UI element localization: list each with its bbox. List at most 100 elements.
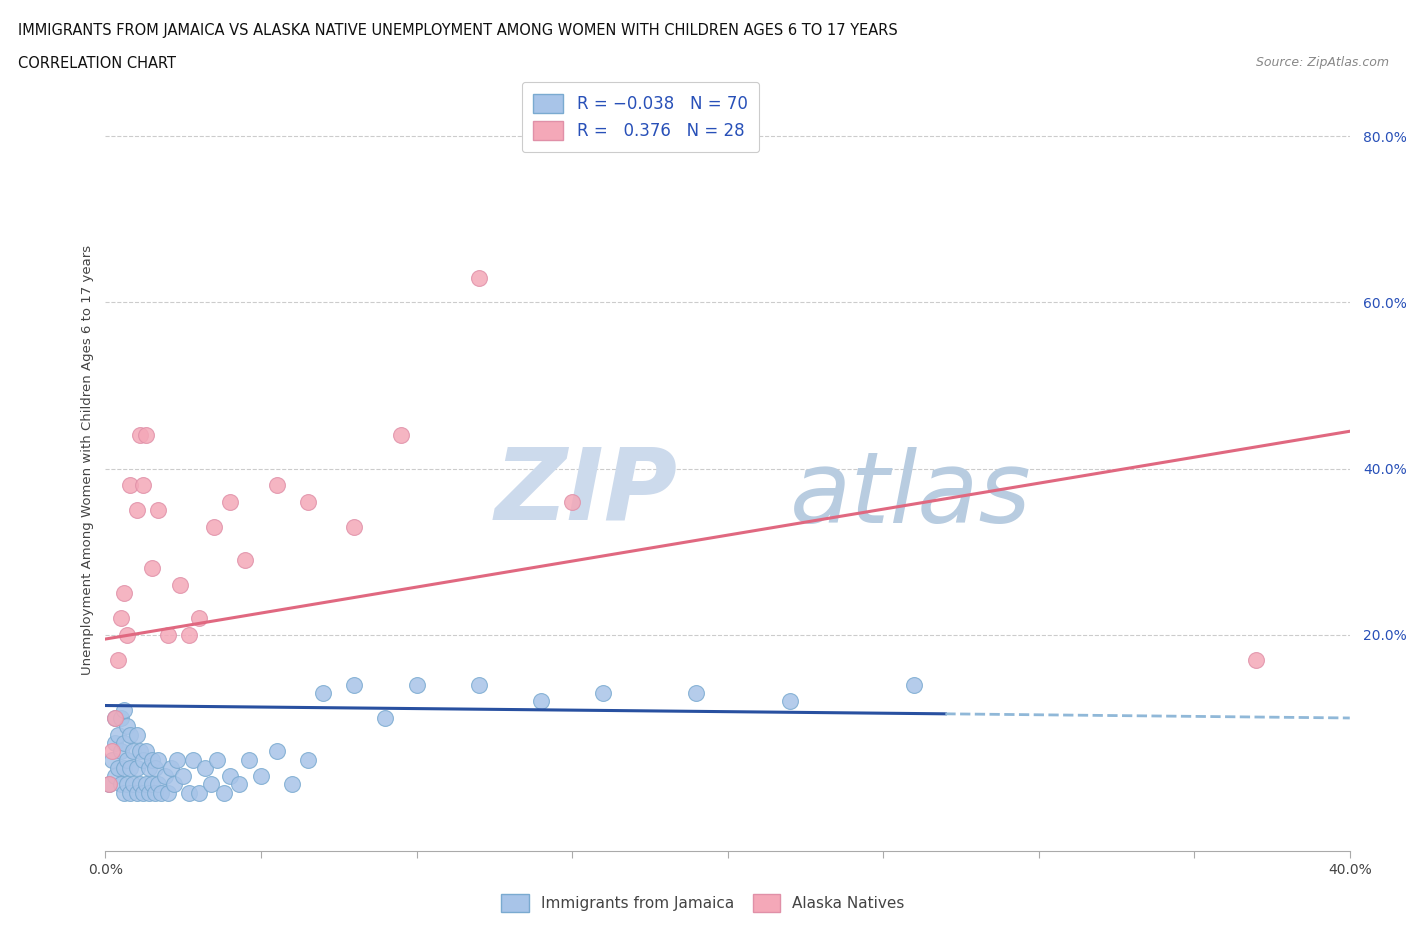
Point: [187, 611, 209, 626]
Point: [194, 761, 217, 776]
Point: [467, 270, 489, 285]
Point: [132, 478, 155, 493]
Point: [112, 785, 135, 800]
Point: [685, 685, 707, 700]
Point: [110, 711, 132, 725]
Point: [202, 519, 225, 534]
Point: [343, 677, 366, 692]
Point: [135, 428, 157, 443]
Point: [120, 761, 142, 776]
Text: Source: ZipAtlas.com: Source: ZipAtlas.com: [1256, 56, 1389, 69]
Point: [120, 785, 142, 800]
Point: [143, 761, 166, 776]
Point: [1246, 652, 1268, 667]
Point: [100, 752, 122, 767]
Point: [128, 744, 150, 759]
Text: atlas: atlas: [790, 447, 1032, 544]
Point: [120, 478, 142, 493]
Point: [166, 752, 188, 767]
Point: [156, 628, 179, 643]
Point: [107, 727, 129, 742]
Point: [110, 611, 132, 626]
Point: [128, 777, 150, 792]
Point: [107, 761, 129, 776]
Point: [179, 628, 201, 643]
Point: [128, 428, 150, 443]
Point: [153, 769, 176, 784]
Point: [115, 719, 138, 734]
Point: [115, 628, 138, 643]
Point: [138, 761, 160, 776]
Point: [104, 769, 127, 784]
Point: [104, 711, 127, 725]
Text: IMMIGRANTS FROM JAMAICA VS ALASKA NATIVE UNEMPLOYMENT AMONG WOMEN WITH CHILDREN : IMMIGRANTS FROM JAMAICA VS ALASKA NATIVE…: [18, 23, 898, 38]
Point: [187, 785, 209, 800]
Point: [266, 744, 288, 759]
Point: [207, 752, 229, 767]
Point: [141, 561, 163, 576]
Point: [297, 495, 319, 510]
Y-axis label: Unemployment Among Women with Children Ages 6 to 17 years: Unemployment Among Women with Children A…: [82, 246, 94, 675]
Point: [169, 578, 191, 592]
Point: [266, 478, 288, 493]
Point: [97, 777, 120, 792]
Point: [132, 785, 155, 800]
Point: [312, 685, 335, 700]
Point: [181, 752, 204, 767]
Point: [219, 769, 242, 784]
Point: [110, 777, 132, 792]
Point: [159, 761, 181, 776]
Point: [779, 694, 801, 709]
Point: [148, 503, 170, 518]
Point: [250, 769, 273, 784]
Point: [467, 677, 489, 692]
Point: [530, 694, 553, 709]
Point: [179, 785, 201, 800]
Point: [132, 752, 155, 767]
Point: [592, 685, 614, 700]
Point: [297, 752, 319, 767]
Point: [138, 785, 160, 800]
Point: [104, 711, 127, 725]
Text: ZIP: ZIP: [495, 443, 678, 540]
Point: [903, 677, 925, 692]
Point: [163, 777, 186, 792]
Point: [141, 752, 163, 767]
Point: [120, 727, 142, 742]
Point: [143, 785, 166, 800]
Point: [156, 785, 179, 800]
Point: [112, 736, 135, 751]
Point: [172, 769, 194, 784]
Point: [148, 752, 170, 767]
Point: [405, 677, 427, 692]
Point: [374, 711, 396, 725]
Point: [110, 744, 132, 759]
Point: [100, 744, 122, 759]
Point: [115, 777, 138, 792]
Point: [107, 652, 129, 667]
Point: [125, 727, 148, 742]
Text: CORRELATION CHART: CORRELATION CHART: [18, 56, 176, 71]
Point: [561, 495, 583, 510]
Point: [125, 785, 148, 800]
Point: [238, 752, 260, 767]
Point: [148, 777, 170, 792]
Point: [228, 777, 250, 792]
Point: [343, 519, 366, 534]
Point: [389, 428, 412, 443]
Point: [235, 552, 257, 567]
Legend: Immigrants from Jamaica, Alaska Natives: Immigrants from Jamaica, Alaska Natives: [495, 888, 911, 918]
Point: [115, 752, 138, 767]
Point: [150, 785, 173, 800]
Point: [135, 777, 157, 792]
Point: [125, 761, 148, 776]
Point: [112, 586, 135, 601]
Point: [281, 777, 304, 792]
Point: [122, 777, 145, 792]
Point: [219, 495, 242, 510]
Legend: R = −0.038   N = 70, R =   0.376   N = 28: R = −0.038 N = 70, R = 0.376 N = 28: [522, 82, 759, 153]
Point: [125, 503, 148, 518]
Point: [112, 761, 135, 776]
Point: [141, 777, 163, 792]
Point: [135, 744, 157, 759]
